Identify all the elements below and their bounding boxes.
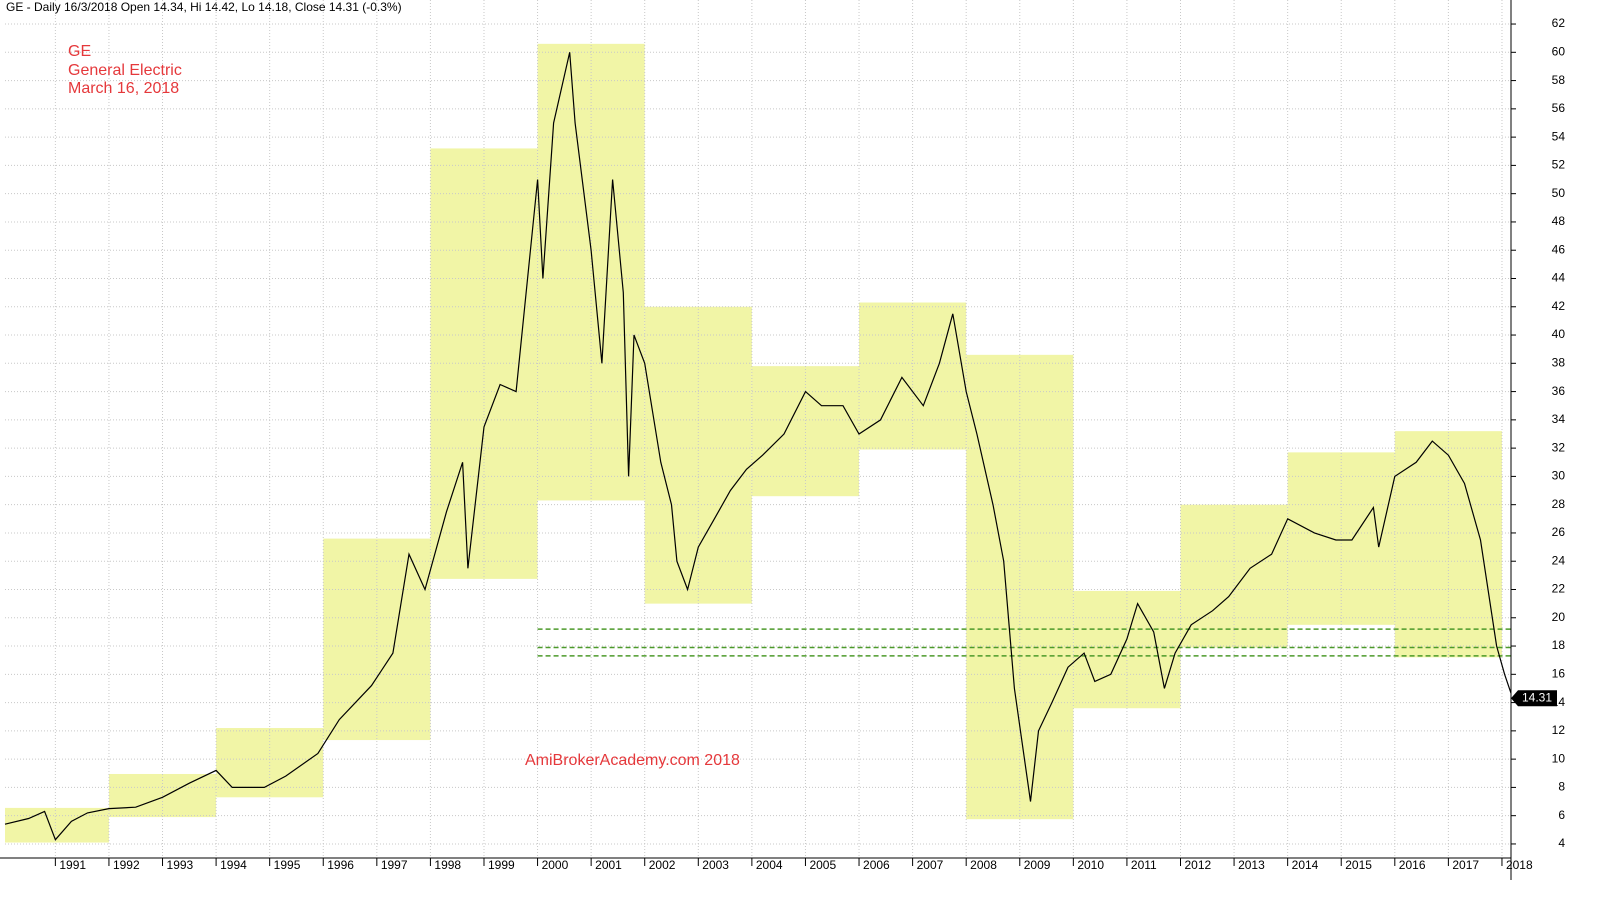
y-tick-label: 42 (1552, 299, 1566, 313)
y-tick-label: 44 (1552, 271, 1566, 285)
axis-bg (1511, 0, 1613, 899)
range-box (537, 43, 645, 501)
x-tick-label: 2005 (809, 858, 836, 872)
y-tick-label: 20 (1552, 610, 1566, 624)
y-tick-label: 40 (1552, 327, 1566, 341)
x-tick-label: 2012 (1184, 858, 1211, 872)
y-tick-label: 54 (1552, 129, 1566, 143)
y-tick-label: 30 (1552, 469, 1566, 483)
x-tick-label: 2013 (1238, 858, 1265, 872)
y-tick-label: 32 (1552, 440, 1566, 454)
x-tick-label: 2002 (649, 858, 676, 872)
x-tick-label: 2007 (917, 858, 944, 872)
y-tick-label: 6 (1558, 808, 1565, 822)
x-tick-label: 2016 (1399, 858, 1426, 872)
range-box (5, 807, 109, 843)
x-tick-label: 2003 (702, 858, 729, 872)
y-tick-label: 34 (1552, 412, 1566, 426)
x-tick-label: 2000 (542, 858, 569, 872)
y-tick-label: 38 (1552, 355, 1566, 369)
range-box (1287, 452, 1395, 625)
x-tick-label: 2009 (1024, 858, 1051, 872)
y-tick-label: 28 (1552, 497, 1566, 511)
x-tick-label: 1995 (274, 858, 301, 872)
y-tick-label: 8 (1558, 780, 1565, 794)
x-tick-label: 2010 (1077, 858, 1104, 872)
y-tick-label: 58 (1552, 73, 1566, 87)
y-tick-label: 18 (1552, 638, 1566, 652)
range-box (966, 354, 1074, 820)
y-tick-label: 22 (1552, 582, 1566, 596)
annotation: GE (68, 43, 91, 60)
x-tick-label: 2006 (863, 858, 890, 872)
y-tick-label: 24 (1552, 553, 1566, 567)
x-tick-label: 2018 (1506, 858, 1533, 872)
last-value-box (1511, 690, 1557, 707)
y-tick-label: 62 (1552, 16, 1566, 30)
y-tick-label: 48 (1552, 214, 1566, 228)
y-tick-label: 16 (1552, 666, 1566, 680)
x-tick-label: 2015 (1345, 858, 1372, 872)
y-tick-label: 12 (1552, 723, 1566, 737)
annotation: March 16, 2018 (68, 80, 179, 97)
y-tick-label: 52 (1552, 158, 1566, 172)
y-tick-label: 60 (1552, 44, 1566, 58)
x-tick-label: 1996 (327, 858, 354, 872)
x-tick-label: 1994 (220, 858, 247, 872)
x-tick-label: 2008 (970, 858, 997, 872)
x-tick-label: 2011 (1131, 858, 1157, 872)
y-tick-label: 46 (1552, 242, 1566, 256)
x-tick-label: 1999 (488, 858, 515, 872)
x-tick-label: 1997 (381, 858, 408, 872)
y-tick-label: 26 (1552, 525, 1566, 539)
x-tick-label: 1993 (167, 858, 194, 872)
y-tick-label: 4 (1558, 836, 1565, 850)
x-tick-label: 1992 (113, 858, 140, 872)
x-tick-label: 2004 (756, 858, 783, 872)
y-tick-label: 10 (1552, 751, 1566, 765)
y-tick-label: 50 (1552, 186, 1566, 200)
last-value-label: 14.31 (1522, 690, 1552, 704)
x-tick-label: 1998 (434, 858, 461, 872)
x-tick-label: 1991 (59, 858, 86, 872)
chart-title: GE - Daily 16/3/2018 Open 14.34, Hi 14.4… (6, 0, 402, 14)
annotation: AmiBrokerAcademy.com 2018 (525, 752, 740, 769)
x-tick-label: 2014 (1292, 858, 1319, 872)
price-line (4, 52, 1514, 841)
y-tick-label: 56 (1552, 101, 1566, 115)
range-box (1073, 590, 1181, 709)
annotation: General Electric (68, 62, 182, 79)
y-tick-label: 36 (1552, 384, 1566, 398)
x-tick-label: 2017 (1452, 858, 1479, 872)
x-tick-label: 2001 (595, 858, 622, 872)
range-box (644, 306, 752, 604)
